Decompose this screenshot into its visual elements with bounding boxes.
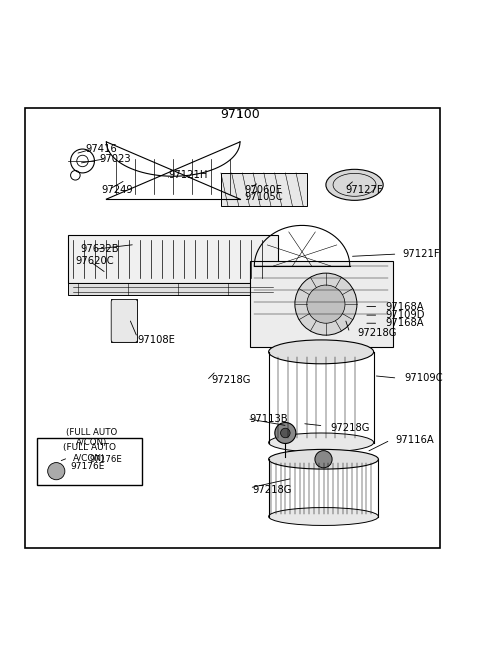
Text: 97105C: 97105C <box>245 192 283 202</box>
Text: (FULL AUTO
A/CON): (FULL AUTO A/CON) <box>66 428 118 447</box>
Text: 97108E: 97108E <box>137 335 175 345</box>
Text: 97168A: 97168A <box>385 318 424 328</box>
Text: 97168A: 97168A <box>385 302 424 312</box>
Ellipse shape <box>269 433 373 452</box>
Text: 97109D: 97109D <box>385 310 425 320</box>
FancyBboxPatch shape <box>25 108 441 548</box>
Text: 97127F: 97127F <box>345 184 383 195</box>
Text: 97116A: 97116A <box>395 435 434 445</box>
Text: 97218G: 97218G <box>211 375 251 386</box>
Text: (FULL AUTO: (FULL AUTO <box>63 443 116 451</box>
Text: 97121F: 97121F <box>402 249 440 259</box>
FancyBboxPatch shape <box>68 283 283 295</box>
Text: 97218G: 97218G <box>331 423 370 433</box>
Circle shape <box>295 273 357 335</box>
Text: 97113B: 97113B <box>250 414 288 424</box>
Text: 97176E: 97176E <box>90 455 122 464</box>
Circle shape <box>307 285 345 323</box>
Text: 97218G: 97218G <box>357 328 396 338</box>
Text: 97109C: 97109C <box>405 373 443 383</box>
FancyBboxPatch shape <box>68 235 278 283</box>
Text: A/CON): A/CON) <box>73 455 106 463</box>
Circle shape <box>281 428 290 438</box>
FancyBboxPatch shape <box>37 438 142 485</box>
Ellipse shape <box>269 340 373 364</box>
Text: 97060E: 97060E <box>245 184 283 195</box>
Text: 97100: 97100 <box>220 108 260 121</box>
FancyBboxPatch shape <box>111 299 137 342</box>
Text: 97416: 97416 <box>85 144 117 154</box>
Circle shape <box>315 451 332 468</box>
Circle shape <box>275 422 296 443</box>
FancyBboxPatch shape <box>250 261 393 347</box>
Text: 97620C: 97620C <box>75 256 114 266</box>
FancyBboxPatch shape <box>111 299 137 342</box>
Text: 97176E: 97176E <box>71 462 105 471</box>
FancyBboxPatch shape <box>221 173 307 206</box>
Text: 97218G: 97218G <box>252 485 291 495</box>
Ellipse shape <box>326 169 383 200</box>
Ellipse shape <box>269 449 378 469</box>
Text: 97632B: 97632B <box>80 244 119 255</box>
Text: 97023: 97023 <box>99 154 131 163</box>
Circle shape <box>48 462 65 480</box>
Text: 97121H: 97121H <box>168 171 208 180</box>
Text: 97249: 97249 <box>102 184 133 195</box>
Ellipse shape <box>269 508 378 525</box>
